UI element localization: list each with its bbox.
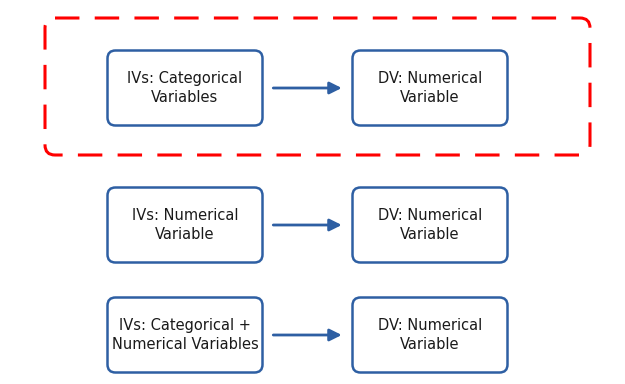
FancyBboxPatch shape [352,187,508,263]
Text: IVs: Numerical
Variable: IVs: Numerical Variable [132,208,238,242]
Text: DV: Numerical
Variable: DV: Numerical Variable [378,71,482,105]
Text: DV: Numerical
Variable: DV: Numerical Variable [378,318,482,353]
Text: IVs: Categorical
Variables: IVs: Categorical Variables [127,71,242,105]
Text: IVs: Categorical +
Numerical Variables: IVs: Categorical + Numerical Variables [112,318,258,353]
FancyBboxPatch shape [107,51,262,126]
FancyBboxPatch shape [352,51,508,126]
FancyBboxPatch shape [107,298,262,372]
FancyBboxPatch shape [107,187,262,263]
Text: DV: Numerical
Variable: DV: Numerical Variable [378,208,482,242]
FancyBboxPatch shape [352,298,508,372]
